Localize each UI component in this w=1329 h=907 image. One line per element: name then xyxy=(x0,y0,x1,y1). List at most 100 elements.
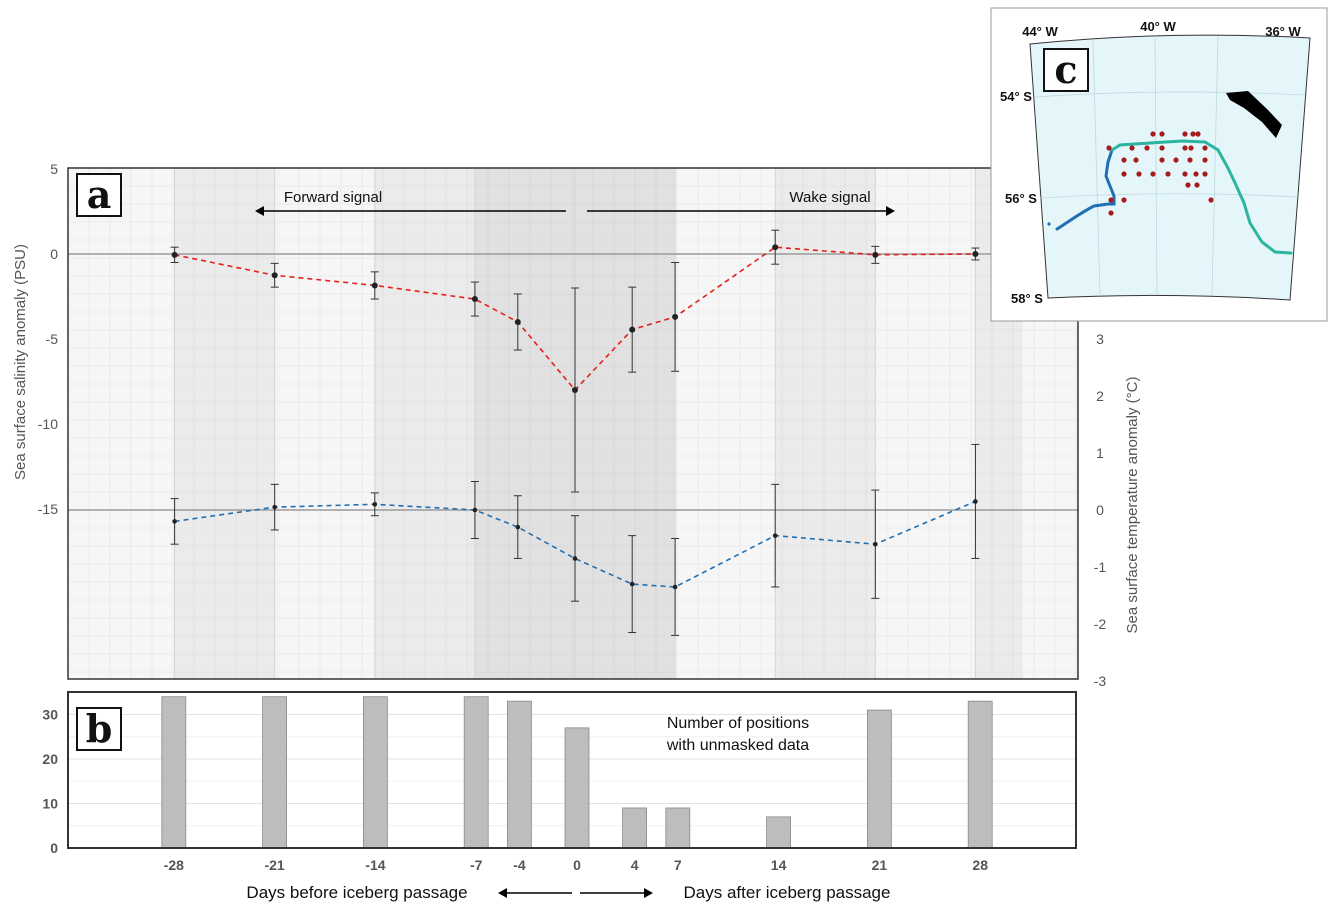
temperature-point xyxy=(973,499,978,504)
salinity-point xyxy=(371,282,378,289)
temperature-point xyxy=(572,556,578,561)
bar xyxy=(161,696,187,849)
panel-a-zero-lines xyxy=(68,253,1078,511)
map-track-start-dot xyxy=(1047,222,1051,226)
temperature-point xyxy=(272,504,278,510)
x-tick-label: -7 xyxy=(470,857,483,873)
salinity-point xyxy=(972,251,979,257)
panel-b-y-tick-label: 20 xyxy=(42,751,58,767)
temperature-point xyxy=(672,584,678,590)
temperature-point xyxy=(472,507,478,513)
salinity-point xyxy=(629,326,636,333)
x-tick-label: -28 xyxy=(164,857,184,873)
panel-a-band xyxy=(174,168,275,679)
map-track-blue xyxy=(1055,148,1116,231)
x-tick-label: 7 xyxy=(674,857,682,873)
temperature-point xyxy=(629,581,635,587)
panel-b-annotation-line-1: Number of positions xyxy=(667,715,809,732)
left-tick-label: -15 xyxy=(38,501,58,517)
left-axis-ticks: 5 0 -5 -10 -15 xyxy=(38,161,58,517)
salinity-point xyxy=(772,244,779,251)
salinity-point xyxy=(572,387,578,393)
panel-a-band xyxy=(775,168,876,679)
right-tick-label: 2 xyxy=(1096,388,1104,404)
panel-a-series xyxy=(170,229,980,636)
temperature-point xyxy=(515,524,521,530)
temperature-point xyxy=(873,541,878,547)
x-tick-label: 28 xyxy=(972,857,988,873)
x-tick-label: 14 xyxy=(771,857,787,873)
bar xyxy=(564,727,590,849)
before-arrowhead xyxy=(498,888,507,898)
x-tick-label: 21 xyxy=(872,857,888,873)
panel-c-label-box xyxy=(1043,48,1089,92)
panel-b-frame xyxy=(67,691,1077,849)
panel-b-label-box xyxy=(76,707,122,751)
wake-arrowhead xyxy=(886,206,895,216)
left-tick-label: 5 xyxy=(50,161,58,177)
right-tick-label: -3 xyxy=(1094,673,1107,689)
x-tick-label: -4 xyxy=(513,857,526,873)
left-tick-label: 0 xyxy=(50,246,58,262)
right-tick-label: 1 xyxy=(1096,445,1104,461)
map-graticule xyxy=(1034,35,1306,297)
temperature-point xyxy=(372,502,378,507)
right-axis-ticks: 3 2 1 0 -1 -2 -3 xyxy=(1094,331,1107,689)
x-tick-label: 0 xyxy=(573,857,581,873)
salinity-point xyxy=(872,251,879,258)
panel-b-x-ticks: -28 -21 -14 -7 -4 0 4 7 14 21 28 xyxy=(164,857,989,873)
bar xyxy=(463,696,489,849)
forward-signal-label: Forward signal xyxy=(284,189,382,206)
bar xyxy=(622,807,647,849)
panel-b-bars xyxy=(161,696,993,849)
x-tick-label: 4 xyxy=(631,857,639,873)
panel-b: 30 20 10 0 -28 -21 -14 -7 -4 0 4 7 14 21 28 Number of… xyxy=(42,691,1077,902)
panel-b-y-tick-label: 0 xyxy=(50,840,58,856)
temperature-point xyxy=(772,533,778,538)
right-axis-label: Sea surface temperature anomaly (°C) xyxy=(1124,377,1141,634)
panel-c-map: 44° W 40° W 36° W 54° S 56° S 58° S c xyxy=(990,7,1328,322)
panel-a-label-box xyxy=(76,173,122,217)
right-tick-label: -2 xyxy=(1094,616,1107,632)
map-points xyxy=(1106,131,1214,216)
left-tick-label: -5 xyxy=(46,331,59,347)
map-iceberg-region xyxy=(1226,91,1282,138)
days-before-caption: Days before iceberg passage xyxy=(246,883,467,902)
map-lon-label-40w: 40° W xyxy=(1140,19,1176,34)
panel-a-grid xyxy=(68,168,1078,679)
forward-arrowhead xyxy=(255,206,264,216)
bar xyxy=(665,807,691,849)
right-tick-label: 0 xyxy=(1096,502,1104,518)
bar xyxy=(506,700,532,849)
map-lat-label-58s: 58° S xyxy=(1011,291,1043,306)
panel-b-label: b xyxy=(86,706,113,751)
x-tick-label: -21 xyxy=(264,857,284,873)
right-tick-label: 3 xyxy=(1096,331,1104,347)
panel-b-annotation-line-2: with unmasked data xyxy=(666,737,809,754)
days-after-caption: Days after iceberg passage xyxy=(684,883,891,902)
salinity-point xyxy=(471,296,478,303)
salinity-point xyxy=(514,319,521,325)
salinity-point xyxy=(672,313,679,320)
salinity-point xyxy=(271,272,278,279)
left-tick-label: -10 xyxy=(38,416,58,432)
map-lat-label-56s: 56° S xyxy=(1005,191,1037,206)
bar xyxy=(867,709,892,849)
temperature-point xyxy=(172,519,177,524)
bar xyxy=(362,696,388,849)
map-lon-label-36w: 36° W xyxy=(1265,24,1301,39)
bar xyxy=(262,696,288,849)
map-lon-label-44w: 44° W xyxy=(1022,24,1058,39)
map-track-green xyxy=(1110,139,1293,255)
after-arrowhead xyxy=(644,888,653,898)
panel-a-frame xyxy=(67,167,1079,680)
panel-b-y-tick-label: 10 xyxy=(42,796,58,812)
panel-a-label: a xyxy=(87,172,112,217)
bar xyxy=(766,816,791,849)
map-lat-label-54s: 54° S xyxy=(1000,89,1032,104)
panel-a-band xyxy=(374,168,475,679)
right-tick-label: -1 xyxy=(1094,559,1107,575)
panel-b-y-tick-label: 30 xyxy=(42,707,58,723)
wake-signal-label: Wake signal xyxy=(789,189,870,206)
